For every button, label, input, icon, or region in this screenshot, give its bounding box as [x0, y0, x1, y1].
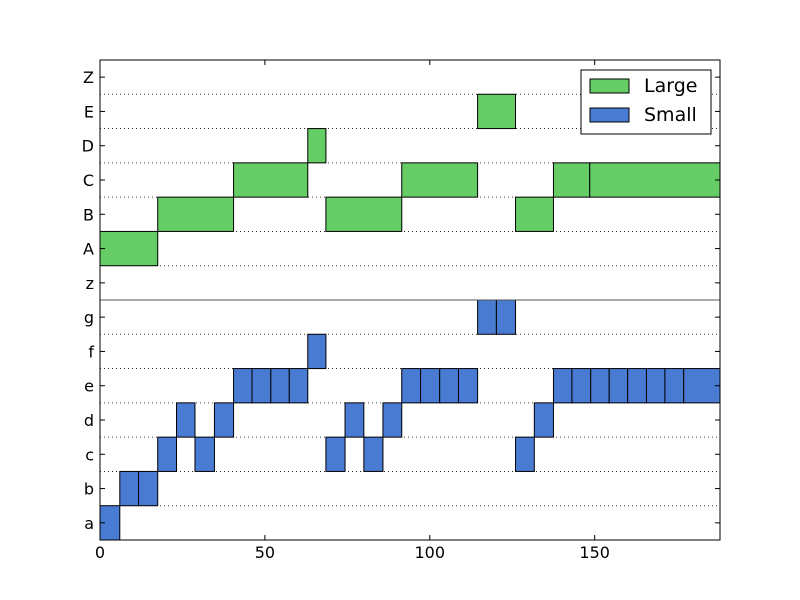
y-tick-label: e — [84, 377, 94, 396]
bar-segment-small — [495, 299, 517, 335]
bar-segment-small — [138, 470, 159, 507]
bar-segment-small — [251, 368, 272, 404]
y-tick-label: b — [84, 480, 94, 499]
bar-segment-small — [477, 299, 497, 335]
y-tick-label: g — [84, 308, 94, 327]
x-tick-label: 150 — [579, 543, 610, 562]
y-tick-label: z — [86, 274, 94, 293]
bar-segment-large — [325, 196, 403, 232]
legend-swatch-large — [589, 78, 630, 94]
bar-segment-small — [608, 368, 629, 404]
y-tick-label: c — [85, 445, 94, 464]
bar-segment-small — [119, 470, 140, 507]
bar-segment-small — [627, 368, 647, 404]
legend-label-small: Small — [644, 104, 697, 126]
bar-segment-large — [307, 128, 327, 164]
bar-segment-small — [552, 368, 573, 404]
bar-segment-large — [401, 162, 479, 198]
bar-segment-small — [233, 368, 253, 404]
bar-segment-small — [307, 333, 327, 370]
y-tick-label: D — [82, 137, 94, 156]
legend-label-large: Large — [644, 75, 697, 97]
bar-segment-small — [288, 368, 309, 404]
bar-segment-large — [233, 162, 309, 198]
plot-frame — [99, 59, 721, 541]
bar-segment-small — [683, 368, 721, 404]
bars — [99, 93, 721, 541]
bar-segment-small — [194, 436, 215, 472]
legend: Large Small — [580, 69, 712, 135]
y-tick-label: A — [83, 240, 94, 259]
bar-segment-large — [515, 196, 554, 232]
bar-segment-large — [552, 162, 591, 198]
bar-segment-small — [270, 368, 290, 404]
x-tick-label: 50 — [255, 543, 275, 562]
y-tick-label: B — [83, 205, 94, 224]
bar-segment-large — [477, 93, 517, 130]
bar-segment-large — [99, 230, 159, 267]
bar-segment-small — [382, 402, 403, 438]
bar-segment-small — [590, 368, 610, 404]
bar-segment-small — [420, 368, 441, 404]
bar-segment-small — [344, 402, 365, 438]
bar-segment-large — [157, 196, 235, 232]
bar-segment-large — [589, 162, 721, 198]
bar-segment-small — [401, 368, 422, 404]
bar-segment-small — [157, 436, 178, 472]
legend-swatch-small — [589, 107, 630, 123]
bar-segment-small — [533, 402, 554, 438]
bar-segment-small — [457, 368, 479, 404]
bar-segment-small — [213, 402, 235, 438]
bar-segment-small — [176, 402, 196, 438]
y-tick-label: E — [84, 102, 94, 121]
y-tick-label: f — [88, 342, 94, 361]
y-tick-label: C — [83, 171, 94, 190]
bar-segment-small — [363, 436, 384, 472]
y-tick-label: a — [84, 514, 94, 533]
bar-segment-small — [515, 436, 535, 472]
y-tick-label: Z — [83, 68, 94, 87]
bar-segment-small — [325, 436, 346, 472]
x-tick-label: 100 — [415, 543, 446, 562]
y-tick-label: d — [84, 411, 94, 430]
bar-segment-small — [664, 368, 685, 404]
bar-segment-small — [645, 368, 666, 404]
x-tick-label: 0 — [95, 543, 105, 562]
bar-segment-small — [571, 368, 592, 404]
bar-segment-small — [439, 368, 459, 404]
